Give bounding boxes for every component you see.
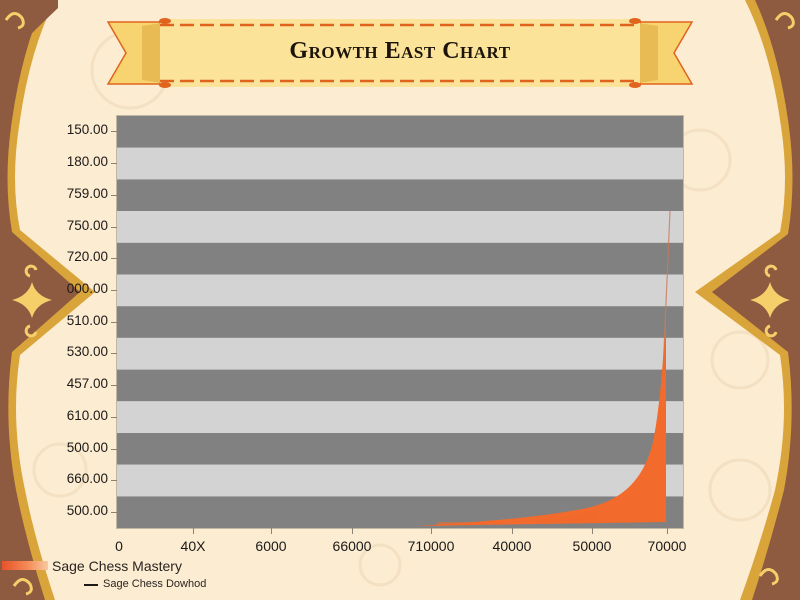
legend-label: Sage Chess Mastery: [52, 558, 182, 574]
x-tick-label: 6000: [255, 538, 287, 554]
y-tick-label: 759.00: [66, 186, 108, 201]
y-tick-mark: [111, 163, 117, 164]
y-tick-label: 660.00: [66, 471, 108, 486]
plot-svg: [117, 116, 683, 528]
y-tick-label: 610.00: [66, 408, 108, 423]
y-tick-mark: [111, 131, 117, 132]
y-tick-mark: [111, 322, 117, 323]
y-tick-label: 750.00: [66, 218, 108, 233]
y-tick-mark: [111, 512, 117, 513]
y-tick-mark: [111, 290, 117, 291]
y-tick-mark: [111, 258, 117, 259]
x-tick-label: 40X: [180, 538, 206, 554]
y-tick-mark: [111, 385, 117, 386]
y-tick-label: 530.00: [66, 344, 108, 359]
x-tick-mark: [193, 528, 194, 534]
legend-swatch-line: [84, 584, 98, 586]
legend-label: Sage Chess Dowhod: [103, 578, 207, 590]
x-tick-label: 710000: [407, 538, 455, 554]
y-tick-label: 500.00: [66, 503, 108, 518]
x-tick-mark: [512, 528, 513, 534]
series-area-sage-chess-mastery: [417, 316, 666, 526]
y-tick-label: 180.00: [66, 154, 108, 169]
plot-area: [117, 116, 683, 528]
y-tick-label: 000.00: [66, 281, 108, 296]
legend-swatch-area: [2, 561, 48, 570]
x-tick-label: 40000: [492, 538, 532, 554]
y-tick-mark: [111, 227, 117, 228]
y-tick-mark: [111, 417, 117, 418]
x-tick-mark: [271, 528, 272, 534]
y-tick-label: 510.00: [66, 313, 108, 328]
y-tick-mark: [111, 195, 117, 196]
x-tick-mark: [592, 528, 593, 534]
y-tick-mark: [111, 480, 117, 481]
y-tick-mark: [111, 353, 117, 354]
y-tick-label: 150.00: [66, 122, 108, 137]
x-tick-mark: [352, 528, 353, 534]
x-tick-label: 70000: [647, 538, 687, 554]
title-ribbon: [106, 18, 694, 88]
y-tick-label: 457.00: [66, 376, 108, 391]
x-tick-label: 50000: [572, 538, 612, 554]
x-tick-mark: [431, 528, 432, 534]
x-tick-mark: [667, 528, 668, 534]
grid-bands: [117, 116, 683, 528]
chart-title: Growth East Chart: [289, 38, 511, 64]
y-tick-label: 720.00: [66, 249, 108, 264]
y-tick-label: 500.00: [66, 440, 108, 455]
x-tick-label: 66000: [332, 538, 372, 554]
y-tick-mark: [111, 449, 117, 450]
x-tick-label: 0: [115, 538, 123, 554]
